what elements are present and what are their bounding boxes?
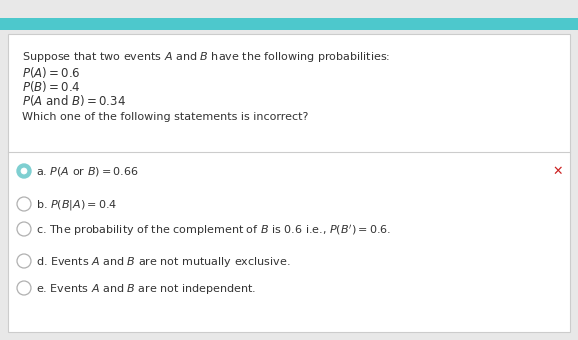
Text: c. The probability of the complement of $\mathit{B}$ is 0.6 i.e., $P(\mathit{B}': c. The probability of the complement of … <box>36 223 391 238</box>
Text: a. $P(\mathit{A}$ or $\mathit{B}) = 0.66$: a. $P(\mathit{A}$ or $\mathit{B}) = 0.66… <box>36 165 139 178</box>
Text: $P(\mathit{B}) = 0.4$: $P(\mathit{B}) = 0.4$ <box>22 79 81 94</box>
Bar <box>8 34 570 332</box>
Circle shape <box>17 254 31 268</box>
Text: d. Events $\mathit{A}$ and $\mathit{B}$ are not mutually exclusive.: d. Events $\mathit{A}$ and $\mathit{B}$ … <box>36 255 290 269</box>
Circle shape <box>17 164 31 178</box>
Text: e. Events $\mathit{A}$ and $\mathit{B}$ are not independent.: e. Events $\mathit{A}$ and $\mathit{B}$ … <box>36 282 256 296</box>
Text: $P(\mathit{A}$ and $\mathit{B}) = 0.34$: $P(\mathit{A}$ and $\mathit{B}) = 0.34$ <box>22 93 126 108</box>
Text: Which one of the following statements is incorrect?: Which one of the following statements is… <box>22 112 309 122</box>
Text: b. $P(\mathit{B}|\mathit{A}) = 0.4$: b. $P(\mathit{B}|\mathit{A}) = 0.4$ <box>36 198 117 212</box>
Text: Suppose that two events $\mathit{A}$ and $\mathit{B}$ have the following probabi: Suppose that two events $\mathit{A}$ and… <box>22 50 390 64</box>
Circle shape <box>17 281 31 295</box>
Text: ✕: ✕ <box>553 165 563 178</box>
Bar <box>0 18 578 30</box>
Text: $P(\mathit{A}) = 0.6$: $P(\mathit{A}) = 0.6$ <box>22 65 81 80</box>
Circle shape <box>17 222 31 236</box>
Circle shape <box>17 197 31 211</box>
Circle shape <box>21 168 27 174</box>
